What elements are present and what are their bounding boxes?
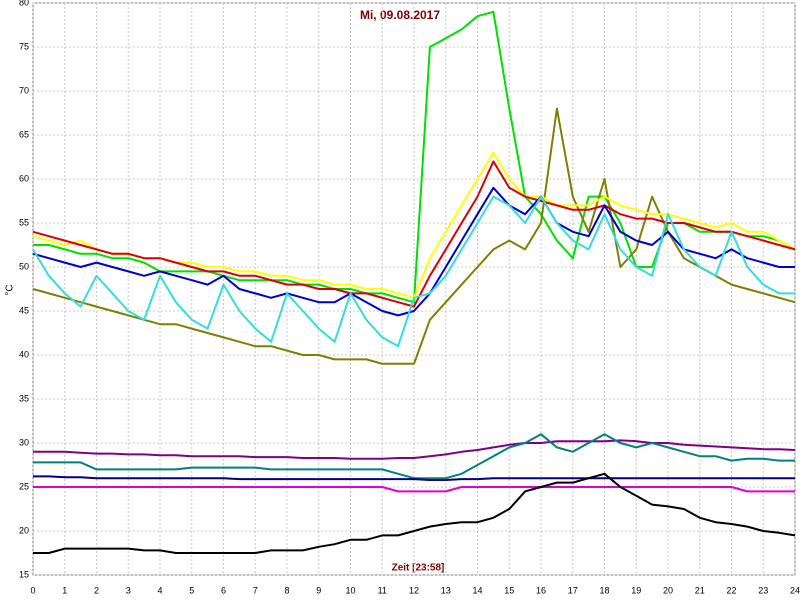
x-tick-label: 9 [316,585,321,595]
series-line [33,475,795,481]
y-tick-label: 20 [19,525,29,535]
x-tick-label: 7 [253,585,258,595]
series-line [33,486,795,493]
x-tick-label: 4 [157,585,162,595]
x-tick-label: 1 [62,585,67,595]
y-axis-label: °C [5,284,16,295]
series-line [33,439,796,460]
x-tick-label: 21 [695,585,705,595]
x-tick-label: 18 [599,585,609,595]
x-tick-label: 12 [409,585,419,595]
x-tick-label: 11 [378,585,387,595]
y-tick-label: 55 [19,217,29,227]
y-tick-label: 65 [19,129,29,139]
x-tick-label: 3 [126,585,131,595]
y-tick-label: 80 [19,0,29,7]
x-tick-label: 14 [472,585,482,595]
x-tick-label: 23 [758,585,768,595]
y-tick-label: 40 [19,349,29,359]
x-tick-label: 16 [536,585,546,595]
y-tick-label: 60 [19,173,29,183]
x-tick-label: 6 [221,585,226,595]
x-tick-label: 0 [30,585,35,595]
x-tick-label: 15 [504,585,514,595]
y-tick-label: 50 [19,261,29,271]
x-tick-label: 22 [726,585,736,595]
x-tick-label: 20 [663,585,673,595]
series-line [32,186,795,317]
x-tick-label: 10 [345,585,355,595]
series-line [33,472,796,554]
series-line [32,195,795,348]
y-tick-label: 15 [19,569,29,579]
y-tick-label: 30 [19,437,29,447]
x-tick-label: 19 [631,585,641,595]
x-tick-label: 8 [284,585,289,595]
y-tick-label: 25 [19,481,29,491]
x-tick-label: 2 [94,585,99,595]
y-tick-label: 75 [19,41,29,51]
chart-title: Mi, 09.08.2017 [360,8,440,22]
y-tick-label: 45 [19,305,29,315]
x-tick-label: 17 [568,585,578,595]
y-tick-label: 70 [19,85,29,95]
x-axis-label: Zeit [23:58] [392,563,445,574]
series-line [32,160,796,308]
y-tick-label: 35 [19,393,29,403]
x-tick-label: 13 [441,585,451,595]
x-tick-label: 5 [189,585,194,595]
x-tick-label: 24 [790,585,800,595]
